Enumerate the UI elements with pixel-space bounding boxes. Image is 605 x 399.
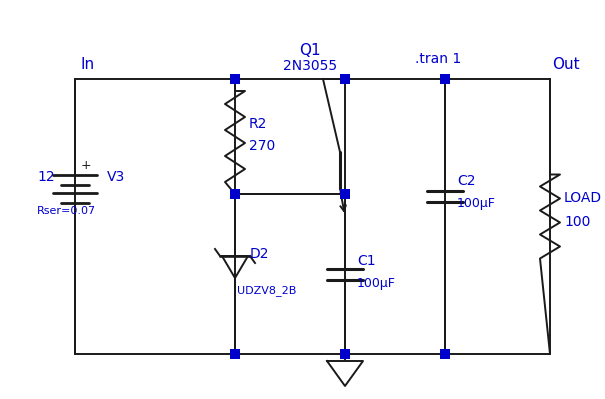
Text: 12: 12 xyxy=(37,170,54,184)
Text: +: + xyxy=(81,159,91,172)
Polygon shape xyxy=(327,361,363,386)
Text: V3: V3 xyxy=(107,170,125,184)
Text: UDZV8_2B: UDZV8_2B xyxy=(237,286,296,296)
Text: C2: C2 xyxy=(457,174,476,188)
Text: 100μF: 100μF xyxy=(457,197,496,210)
Text: In: In xyxy=(80,57,94,73)
Text: Q1: Q1 xyxy=(299,43,321,59)
Text: 270: 270 xyxy=(249,140,275,154)
Text: R2: R2 xyxy=(249,117,267,132)
Text: 2N3055: 2N3055 xyxy=(283,59,337,73)
Text: Rser=0.07: Rser=0.07 xyxy=(37,206,96,216)
Text: D2: D2 xyxy=(250,247,269,261)
Text: 100μF: 100μF xyxy=(357,277,396,290)
Text: Out: Out xyxy=(552,57,580,73)
Text: 100: 100 xyxy=(564,215,590,229)
Text: .tran 1: .tran 1 xyxy=(415,52,461,66)
Text: C1: C1 xyxy=(357,254,376,268)
Text: LOAD: LOAD xyxy=(564,192,602,205)
